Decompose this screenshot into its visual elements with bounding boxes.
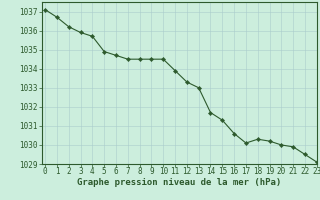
X-axis label: Graphe pression niveau de la mer (hPa): Graphe pression niveau de la mer (hPa) <box>77 178 281 187</box>
